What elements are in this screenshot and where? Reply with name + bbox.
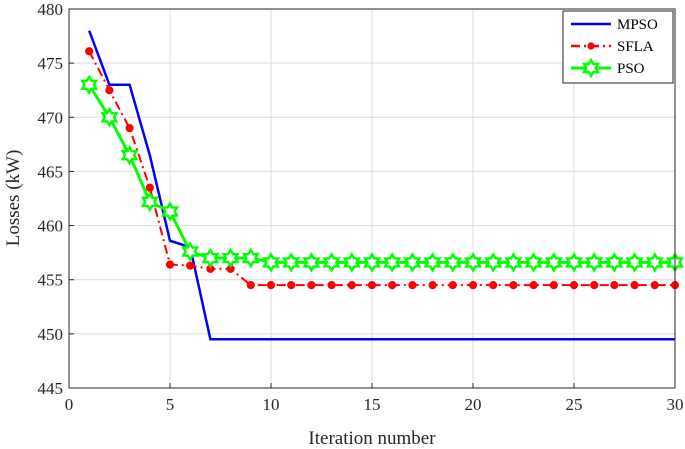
- y-tick-label: 450: [38, 325, 64, 344]
- data-point-sfla: [105, 86, 114, 95]
- x-tick-label: 25: [566, 395, 583, 414]
- legend-label-pso: PSO: [617, 61, 645, 77]
- x-axis-title: Iteration number: [308, 428, 436, 449]
- legend-label-sfla: SFLA: [617, 39, 654, 55]
- data-point-sfla: [489, 281, 498, 290]
- y-tick-label: 455: [38, 271, 64, 290]
- y-tick-label: 480: [38, 0, 64, 19]
- data-point-pso: [181, 241, 200, 262]
- legend-item-mpso: MPSO: [571, 17, 658, 33]
- data-point-sfla: [569, 281, 579, 290]
- series-pso: [80, 74, 684, 273]
- data-point-sfla: [186, 261, 195, 270]
- legend-marker-sfla: [587, 42, 595, 50]
- series-mpso: [88, 30, 675, 341]
- data-point-pso: [302, 252, 321, 273]
- data-point-pso: [363, 252, 381, 273]
- data-point-pso: [201, 247, 220, 269]
- legend-marker-pso: [582, 57, 600, 79]
- y-tick-label: 470: [38, 108, 64, 127]
- data-point-sfla: [428, 281, 437, 290]
- data-point-sfla: [85, 47, 94, 56]
- data-point-sfla: [246, 281, 255, 290]
- data-point-sfla: [509, 281, 518, 290]
- data-point-sfla: [468, 281, 478, 290]
- series-layer: [80, 30, 684, 341]
- data-point-sfla: [529, 281, 538, 290]
- y-axis-title: Losses (kW): [3, 150, 24, 247]
- data-point-sfla: [630, 281, 639, 290]
- data-point-pso: [241, 247, 260, 269]
- data-point-pso: [605, 252, 624, 273]
- data-point-sfla: [145, 183, 154, 192]
- data-point-pso: [645, 252, 664, 273]
- x-tick-label: 5: [166, 395, 175, 414]
- data-point-pso: [100, 106, 119, 128]
- data-point-pso: [221, 247, 240, 269]
- data-point-sfla: [307, 281, 316, 290]
- x-tick-label: 10: [263, 395, 280, 414]
- data-point-sfla: [408, 281, 417, 290]
- series-sfla: [85, 47, 680, 290]
- data-point-sfla: [347, 281, 356, 290]
- data-point-sfla: [367, 281, 377, 290]
- data-point-sfla: [327, 281, 336, 290]
- x-tick-label: 0: [65, 395, 74, 414]
- data-point-pso: [585, 252, 604, 273]
- data-point-pso: [524, 252, 543, 273]
- data-point-pso: [262, 252, 280, 273]
- series-line-mpso: [88, 30, 675, 341]
- data-point-pso: [161, 201, 179, 222]
- y-tick-label: 445: [38, 379, 64, 398]
- data-point-sfla: [266, 281, 276, 290]
- data-point-sfla: [549, 281, 558, 290]
- data-point-pso: [282, 252, 301, 273]
- data-point-pso: [484, 252, 503, 273]
- y-tick-label: 475: [38, 54, 64, 73]
- data-point-sfla: [448, 281, 457, 290]
- x-tick-label: 30: [667, 395, 684, 414]
- data-point-pso: [443, 252, 462, 273]
- data-point-pso: [80, 74, 99, 96]
- data-point-pso: [504, 252, 523, 273]
- data-point-pso: [140, 191, 159, 213]
- data-point-pso: [322, 252, 341, 273]
- data-point-sfla: [650, 281, 659, 290]
- data-point-pso: [423, 252, 442, 273]
- data-point-pso: [120, 144, 139, 166]
- y-tick-label: 465: [38, 162, 64, 181]
- data-point-sfla: [610, 281, 619, 290]
- legend-label-mpso: MPSO: [617, 17, 658, 33]
- data-point-pso: [625, 252, 644, 273]
- data-point-sfla: [388, 281, 397, 290]
- data-point-pso: [342, 252, 361, 273]
- data-point-sfla: [590, 281, 599, 290]
- data-point-pso: [403, 252, 422, 273]
- legend-item-pso: PSO: [571, 57, 645, 79]
- data-point-pso: [565, 252, 583, 273]
- data-point-sfla: [125, 124, 134, 133]
- y-tick-label: 460: [38, 217, 64, 236]
- x-tick-label: 20: [465, 395, 482, 414]
- data-point-pso: [544, 252, 563, 273]
- data-point-sfla: [287, 281, 296, 290]
- data-point-sfla: [165, 260, 175, 269]
- data-point-pso: [383, 252, 402, 273]
- x-tick-label: 15: [364, 395, 381, 414]
- axis-ticks: 0 5 10 15 20 25 30 445 450 455 460 465 470 475 480: [38, 0, 684, 414]
- data-point-pso: [464, 252, 482, 273]
- legend-item-sfla: SFLA: [571, 39, 654, 55]
- legend: MPSO SFLA PSO: [562, 10, 674, 84]
